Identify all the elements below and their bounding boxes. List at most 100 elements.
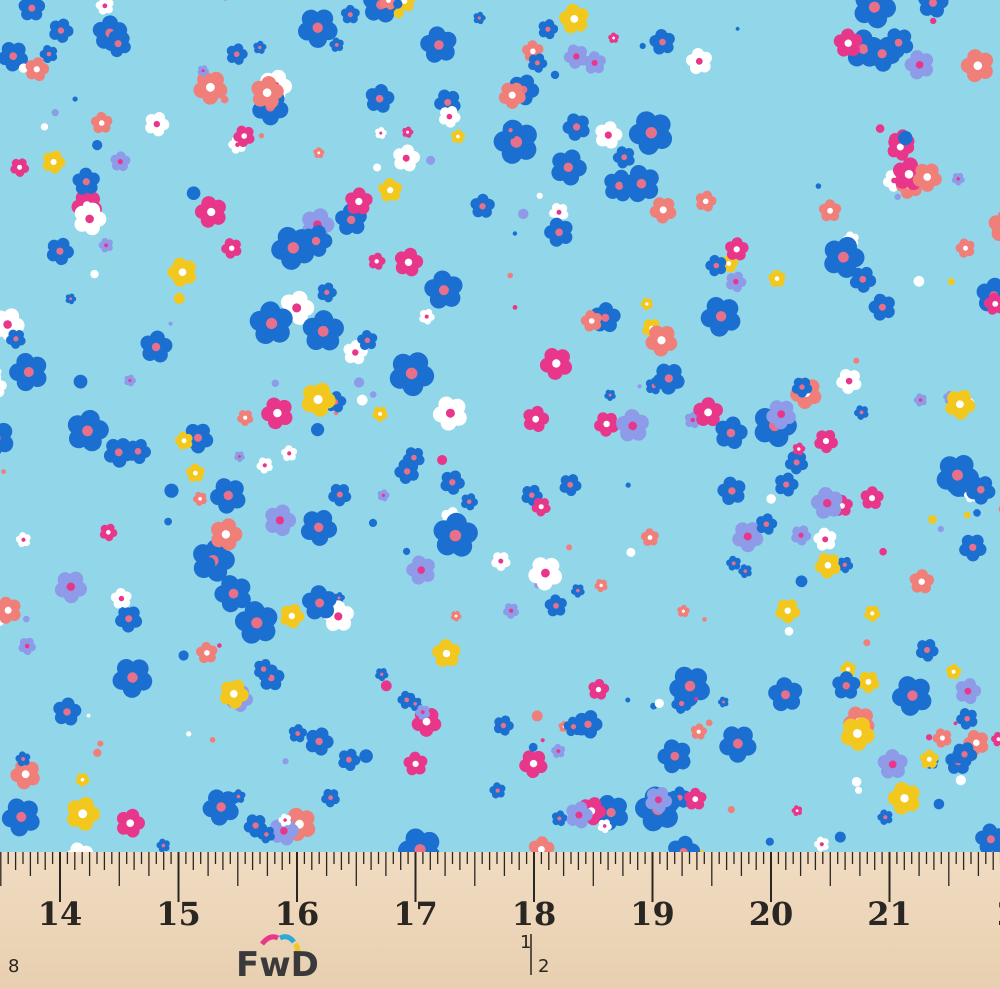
- flower-center: [178, 268, 187, 277]
- flower-center: [401, 0, 408, 4]
- flower: [15, 751, 31, 767]
- flower: [695, 190, 717, 212]
- petal: [825, 531, 837, 542]
- flower-center: [878, 303, 886, 311]
- petal: [56, 237, 70, 251]
- dot: [359, 749, 373, 763]
- petal: [869, 0, 889, 6]
- flower: [168, 321, 173, 326]
- flower: [378, 178, 402, 202]
- flower: [164, 517, 173, 526]
- flower-center: [117, 159, 123, 165]
- flower-center: [824, 561, 832, 569]
- flower-center: [961, 751, 968, 758]
- flower: [597, 819, 612, 834]
- flower: [75, 773, 90, 787]
- dot: [209, 736, 216, 743]
- flower-center: [926, 756, 932, 762]
- flower-center: [228, 245, 235, 251]
- dot: [258, 133, 265, 139]
- flower-center: [114, 448, 123, 457]
- flower: [966, 476, 996, 505]
- flower: [875, 124, 885, 133]
- flower: [257, 825, 275, 844]
- flower: [67, 409, 109, 452]
- petal: [157, 337, 173, 353]
- petal: [3, 308, 20, 324]
- flower-center: [312, 22, 323, 33]
- ruler-labels: 14 15 16 17 18 19 20 21 2: [38, 895, 1000, 933]
- flower-center: [449, 529, 462, 542]
- flower: [25, 57, 50, 82]
- flower: [234, 451, 245, 463]
- logo: FwD: [236, 945, 319, 985]
- dot: [875, 124, 885, 133]
- petal: [548, 24, 559, 34]
- petal: [533, 44, 544, 55]
- flower: [9, 352, 47, 392]
- flower-center: [819, 842, 824, 847]
- flower-center: [964, 715, 971, 722]
- petal: [457, 522, 478, 544]
- flower: [86, 713, 91, 718]
- flower: [357, 329, 378, 350]
- flower: [338, 748, 361, 772]
- flower-center: [992, 300, 999, 307]
- flower-center: [615, 181, 624, 190]
- flower: [559, 474, 582, 497]
- flower-center: [82, 425, 93, 437]
- flower: [502, 121, 520, 139]
- flower: [233, 125, 255, 147]
- dot: [637, 384, 642, 389]
- flower-center: [386, 0, 391, 3]
- dot: [356, 394, 368, 406]
- flower: [72, 167, 100, 195]
- flower: [625, 482, 631, 488]
- petal: [268, 83, 284, 100]
- flower-center: [337, 596, 341, 600]
- petal: [215, 550, 235, 570]
- dot: [186, 731, 192, 737]
- flower: [814, 429, 838, 454]
- flower-center: [411, 454, 417, 461]
- flower-center: [57, 27, 65, 34]
- flower-center: [733, 246, 740, 253]
- petal: [732, 424, 748, 440]
- flower: [258, 133, 265, 139]
- flower: [202, 789, 239, 826]
- flower: [919, 749, 939, 768]
- flower: [345, 187, 373, 215]
- dot: [93, 748, 102, 757]
- flower: [726, 271, 747, 293]
- flower: [540, 738, 545, 743]
- flower-center: [508, 127, 513, 133]
- flower: [836, 556, 854, 574]
- flower: [512, 231, 518, 236]
- flower-center: [664, 374, 673, 383]
- dot: [626, 547, 636, 557]
- flower-center: [956, 400, 964, 409]
- flower: [256, 457, 273, 474]
- flower: [519, 750, 548, 779]
- flower-center: [956, 177, 960, 181]
- petal: [558, 746, 566, 753]
- flower: [671, 693, 692, 714]
- flower-center: [449, 479, 456, 486]
- flower: [953, 721, 958, 726]
- flower-center: [151, 342, 161, 352]
- flower: [654, 698, 664, 709]
- flower: [973, 509, 981, 517]
- petal: [454, 610, 460, 616]
- flower: [394, 247, 424, 277]
- flower-center: [134, 447, 142, 455]
- flower: [317, 282, 337, 303]
- flower: [402, 126, 414, 138]
- flower: [40, 123, 49, 131]
- flower: [551, 149, 587, 186]
- flower: [933, 798, 945, 810]
- flower: [853, 357, 860, 364]
- dot: [512, 304, 518, 310]
- petal: [954, 667, 962, 675]
- petal: [786, 682, 803, 699]
- flower: [523, 405, 550, 432]
